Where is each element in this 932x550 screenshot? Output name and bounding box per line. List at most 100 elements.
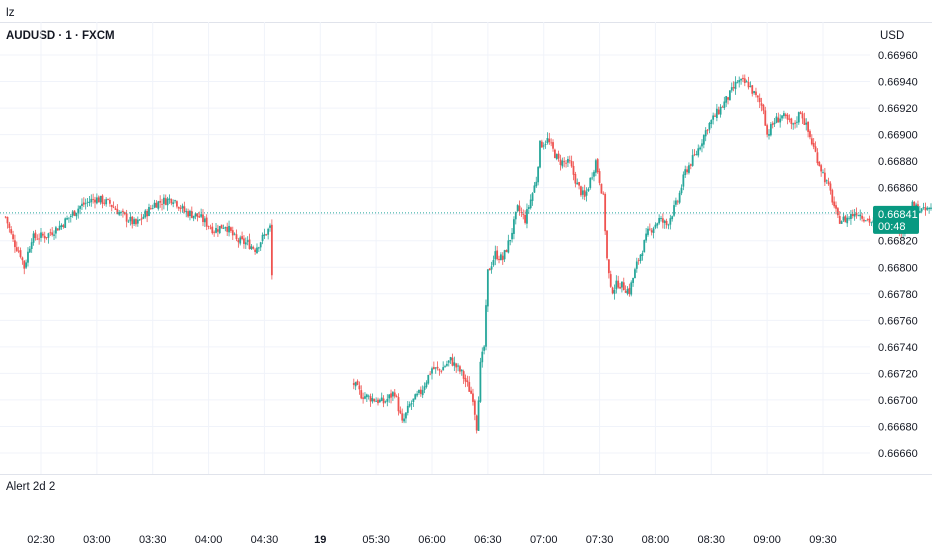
candle-body (4, 216, 7, 218)
candle-body (148, 207, 150, 216)
x-tick-label: 07:00 (530, 534, 558, 546)
price-axis[interactable]: 0.66960 0.66940 0.66920 0.66900 0.66880 0.668… (878, 50, 918, 460)
candle-body (92, 199, 95, 200)
candle-body (8, 223, 11, 228)
candle-body (375, 400, 378, 402)
candle-body (699, 147, 702, 150)
candle-body (79, 205, 81, 209)
candle-body (449, 357, 452, 361)
candle-body (64, 218, 67, 228)
candle-body (107, 199, 109, 200)
candle-body (561, 160, 564, 167)
candle-body (114, 208, 117, 210)
candle-body (215, 227, 217, 233)
candle-body (235, 234, 238, 240)
candle-body (447, 360, 450, 363)
candle-body (509, 239, 512, 242)
candle-body (138, 219, 141, 221)
candle-body (861, 215, 863, 219)
candle-body (658, 217, 661, 224)
x-tick-label: 09:30 (809, 534, 837, 546)
candle-body (481, 351, 484, 363)
pane-separator[interactable] (0, 474, 932, 475)
candle-body (488, 268, 491, 271)
alert-label[interactable]: Alert 2d 2 (6, 481, 56, 493)
candle-body (688, 165, 690, 173)
time-axis[interactable]: 02:30 03:00 03:30 04:00 04:30 19 05:30 06:00 06:… (27, 534, 837, 546)
candle-body (788, 118, 791, 120)
candle-body (507, 240, 510, 253)
candle-body (228, 225, 230, 233)
candle-body (25, 262, 28, 268)
candle-body (827, 181, 830, 185)
candle-body (241, 236, 243, 240)
candle-body (185, 211, 188, 213)
candle-body (486, 269, 489, 307)
candle-body (244, 242, 247, 245)
candle-body (779, 118, 782, 123)
candle-body (762, 104, 765, 111)
candle-body (790, 118, 793, 124)
candle-body (870, 222, 873, 224)
candle-body (174, 200, 176, 202)
candle-body (455, 363, 458, 368)
candle-body (464, 377, 467, 382)
candle-body (84, 203, 87, 205)
candle-body (663, 220, 666, 223)
candle-body (207, 226, 210, 228)
y-tick-label: 0.66880 (878, 156, 918, 168)
candle-body (423, 386, 426, 390)
candle-body (546, 137, 549, 144)
candle-body (123, 212, 126, 215)
candle-body (393, 392, 396, 397)
y-tick-label: 0.66700 (878, 395, 918, 407)
candle-body (352, 383, 355, 385)
top-bar: lz (0, 0, 932, 23)
candle-body (930, 207, 932, 209)
candle-body (162, 197, 165, 204)
candle-body (775, 116, 778, 123)
candle-body (671, 216, 674, 220)
candle-body (211, 226, 214, 234)
candle-body (412, 398, 415, 402)
candle-body (820, 165, 823, 172)
candle-body (94, 199, 96, 203)
candle-body (472, 393, 474, 402)
symbol-title[interactable]: AUDUSD · 1 · FXCM (6, 30, 115, 42)
candle-body (378, 399, 381, 403)
candle-body (745, 81, 748, 83)
candle-body (505, 249, 508, 252)
candle-body (15, 247, 18, 251)
candle-body (170, 199, 173, 204)
candle-body (382, 398, 385, 404)
candle-body (371, 398, 374, 402)
candle-body (259, 242, 262, 248)
top-label[interactable]: lz (6, 5, 15, 19)
candle-body (127, 221, 130, 223)
candle-body (615, 280, 618, 290)
candle-body (101, 195, 104, 204)
candle-body (570, 160, 573, 167)
y-tick-label: 0.66900 (878, 130, 918, 142)
candle-body (71, 211, 74, 216)
candle-body (108, 199, 111, 204)
candle-body (187, 211, 189, 217)
candle-body (842, 216, 845, 221)
candle-body (403, 418, 405, 422)
candle-body (701, 143, 703, 147)
candle-body (756, 95, 759, 98)
candle-body (661, 218, 664, 223)
candle-body (723, 101, 726, 108)
candle-body (496, 250, 499, 260)
candle-body (23, 260, 26, 269)
candle-body (585, 191, 588, 196)
candle-body (563, 161, 566, 163)
candle-body (256, 247, 258, 254)
candle-body (799, 112, 802, 114)
candle-body (675, 200, 677, 205)
candle-body (47, 233, 50, 238)
candle-body (850, 213, 852, 219)
candle-body (99, 196, 102, 203)
candle-body (367, 395, 370, 397)
